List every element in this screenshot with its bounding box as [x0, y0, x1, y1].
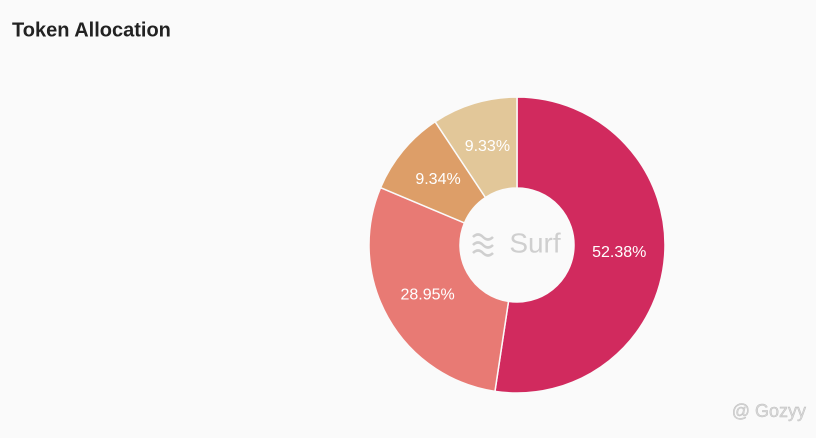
value-label: 9.33% — [465, 138, 510, 155]
donut-slice — [434, 96, 518, 199]
value-label: 52.38% — [592, 244, 646, 261]
center-label: Surf — [509, 227, 561, 258]
donut-slice — [368, 186, 510, 393]
donut-slice — [494, 96, 666, 394]
chart-title: Token Allocation — [12, 19, 171, 41]
center-logo — [472, 233, 494, 257]
watermark: @ Gozyy — [732, 401, 806, 421]
value-label: 28.95% — [400, 286, 454, 303]
value-label: 9.34% — [415, 171, 460, 188]
